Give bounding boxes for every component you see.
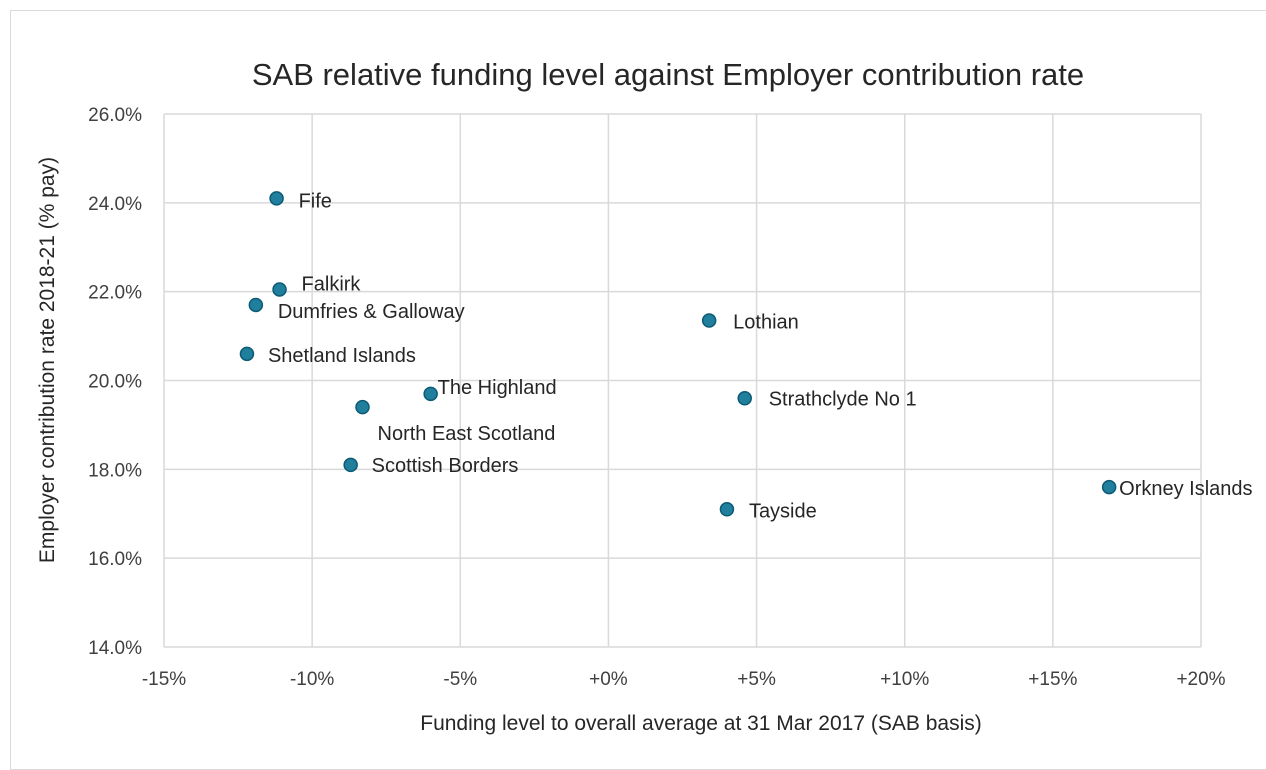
data-points	[239, 191, 1117, 517]
data-label: Dumfries & Galloway	[278, 301, 465, 323]
data-point	[248, 297, 264, 313]
x-tick-label: +15%	[1028, 669, 1077, 690]
data-point	[701, 313, 717, 328]
y-tick-label: 24.0%	[88, 194, 142, 215]
data-label: Falkirk	[302, 273, 362, 295]
data-label: Fife	[299, 190, 332, 212]
scatter-chart: SAB relative funding level against Emplo…	[36, 57, 1253, 735]
x-tick-label: -5%	[443, 669, 477, 690]
y-tick-label: 18.0%	[88, 460, 142, 481]
x-axis-ticks: -15% -10% -5% +0% +5% +10% +15% +20%	[142, 669, 1226, 690]
grid	[163, 113, 1202, 648]
y-tick-label: 26.0%	[88, 105, 142, 126]
data-point	[343, 457, 358, 473]
chart-title: SAB relative funding level against Emplo…	[252, 57, 1084, 92]
x-tick-label: -15%	[142, 669, 186, 690]
x-tick-label: +20%	[1176, 669, 1225, 690]
data-label: Shetland Islands	[268, 345, 416, 367]
data-point	[239, 346, 255, 362]
x-tick-label: +5%	[737, 669, 776, 690]
data-point	[269, 191, 284, 206]
data-point	[355, 399, 370, 415]
x-tick-label: +10%	[880, 669, 929, 690]
y-tick-label: 16.0%	[88, 549, 142, 570]
data-point	[1101, 479, 1117, 495]
y-axis-title: Employer contribution rate 2018-21 (% pa…	[36, 157, 59, 563]
data-label: Scottish Borders	[372, 455, 519, 477]
data-label: Tayside	[749, 500, 817, 522]
data-point	[719, 502, 735, 517]
data-label: Lothian	[733, 312, 799, 334]
y-tick-label: 22.0%	[88, 283, 142, 304]
y-axis-ticks: 14.0% 16.0% 18.0% 20.0% 22.0% 24.0% 26.0%	[88, 105, 142, 659]
y-tick-label: 20.0%	[88, 372, 142, 393]
data-label: Strathclyde No 1	[769, 388, 917, 410]
x-axis-title: Funding level to overall average at 31 M…	[420, 712, 981, 735]
chart-frame	[10, 10, 1266, 770]
data-label: Orkney Islands	[1119, 478, 1252, 500]
y-tick-label: 14.0%	[88, 638, 142, 659]
data-label: North East Scotland	[378, 423, 556, 445]
data-labels: Fife Falkirk Dumfries & Galloway Shetland I…	[268, 190, 1253, 522]
x-tick-label: -10%	[290, 669, 334, 690]
x-tick-label: +0%	[589, 669, 628, 690]
data-point	[737, 391, 752, 406]
data-label: The Highland	[438, 377, 557, 399]
data-point	[423, 386, 438, 402]
data-point	[272, 282, 287, 297]
